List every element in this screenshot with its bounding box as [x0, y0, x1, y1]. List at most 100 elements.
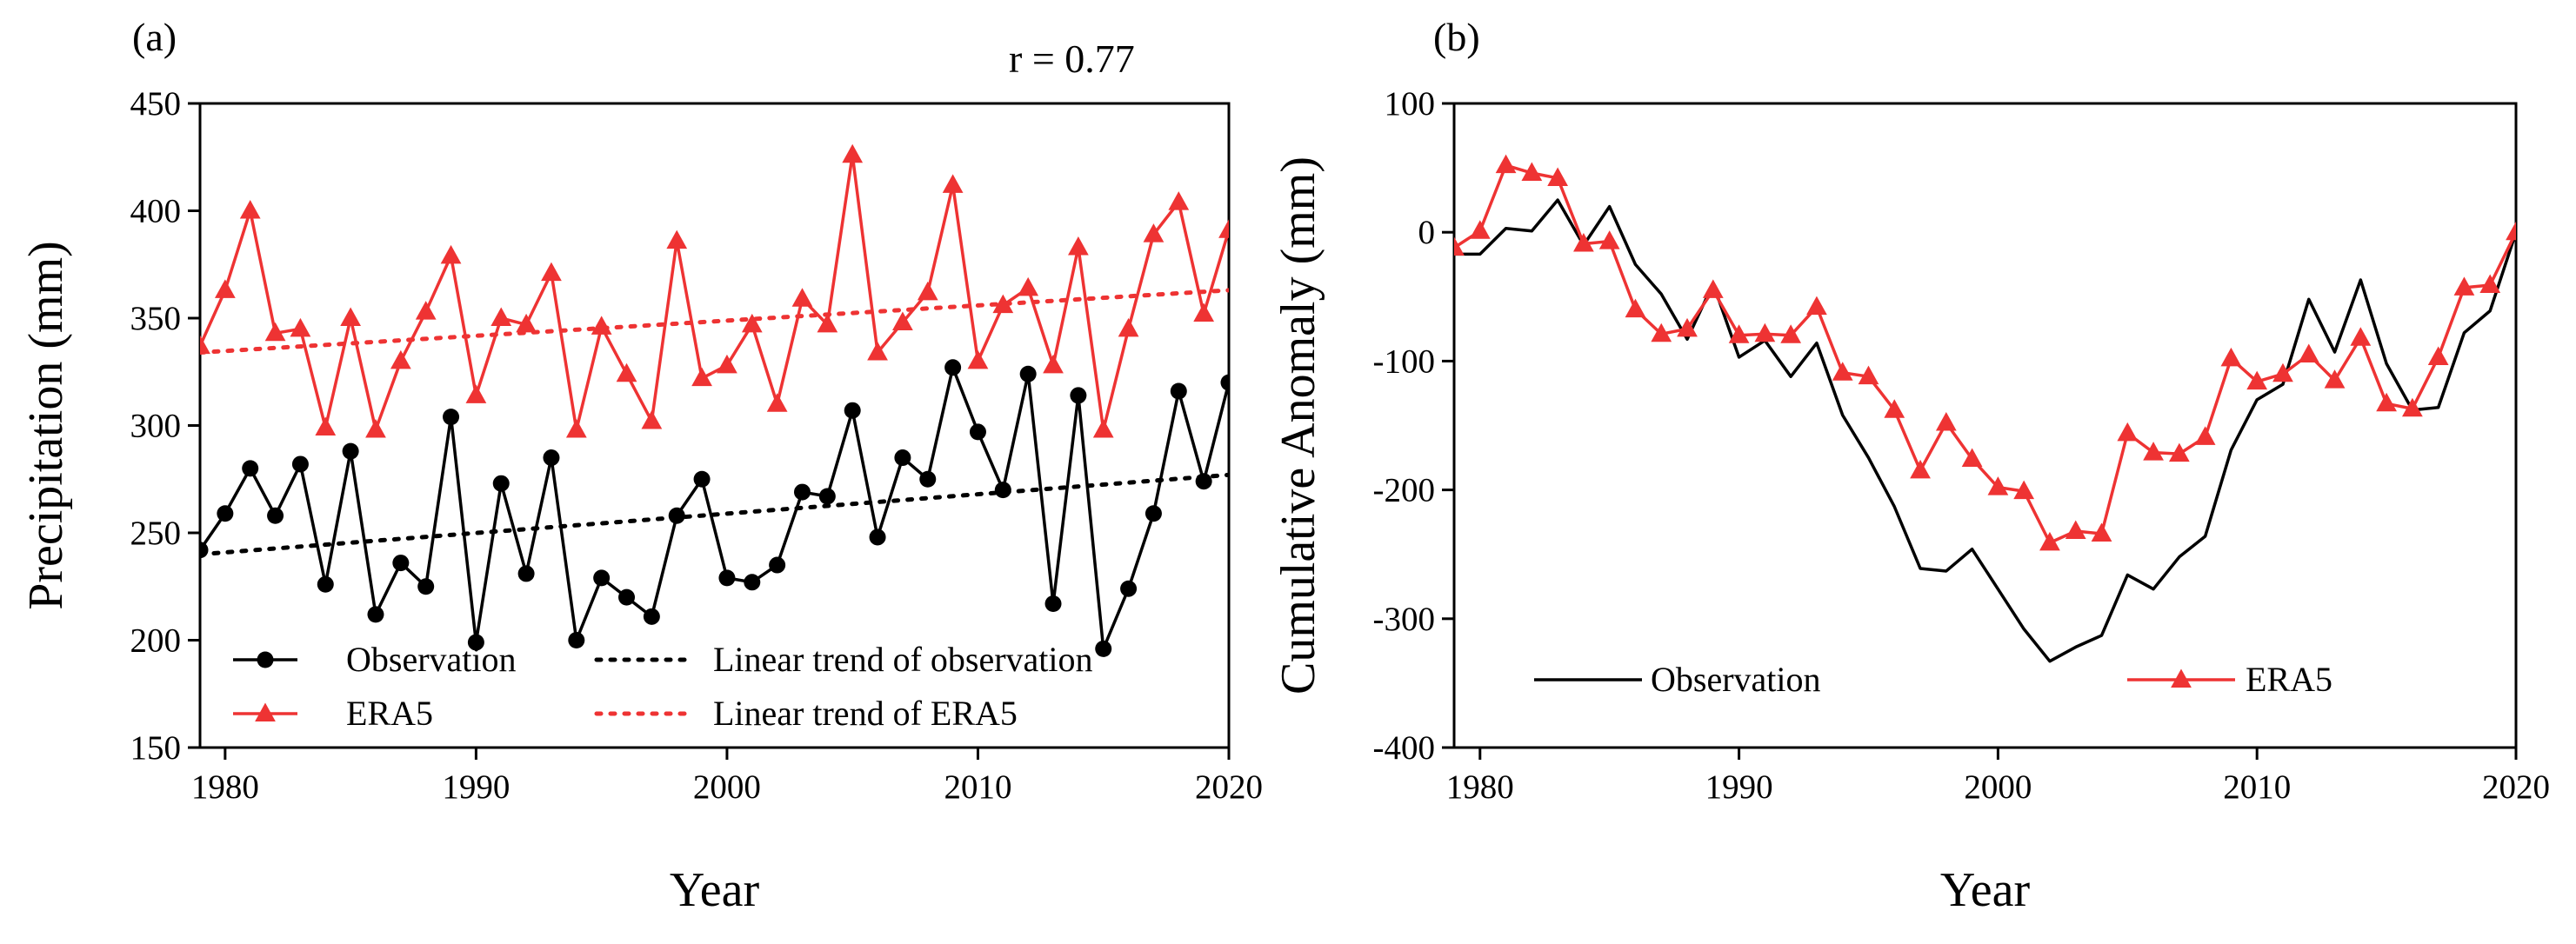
- panel-b-point-era5: [2506, 221, 2516, 241]
- panel-a-point-observation: [492, 475, 510, 492]
- panel-a-point-era5: [591, 316, 612, 335]
- panel-a-point-era5: [1118, 317, 1139, 337]
- panel-b-point-era5: [1521, 162, 1543, 182]
- panel-b-point-era5: [1935, 412, 1957, 431]
- panel-b-point-era5: [2168, 442, 2190, 462]
- panel-a-point-era5: [1143, 223, 1165, 243]
- panel-a-y-tick-label: 400: [130, 193, 182, 230]
- panel-a-point-observation: [969, 423, 986, 441]
- panel-a-plot-area: [200, 143, 1229, 657]
- panel-a-point-era5: [565, 418, 587, 438]
- panel-a-legend: Observation Linear trend of observation ER…: [233, 640, 1093, 733]
- panel-b-point-era5: [1754, 322, 1776, 342]
- panel-b-y-tick-label: 100: [1385, 85, 1436, 123]
- panel-b-point-era5: [2350, 327, 2372, 346]
- panel-b-y-tick-label: -200: [1373, 472, 1436, 509]
- panel-b-point-era5: [2298, 343, 2319, 362]
- panel-a-point-era5: [390, 349, 411, 369]
- panel-a-point-era5: [415, 301, 437, 320]
- panel-a-point-observation: [568, 632, 585, 648]
- panel-a-point-observation: [317, 575, 334, 593]
- panel-a-legend-label: Linear trend of ERA5: [713, 694, 1018, 733]
- panel-a-point-era5: [1168, 191, 1190, 210]
- panel-a-trend-line-1: [200, 288, 1229, 356]
- panel-a-point-era5: [214, 279, 236, 298]
- panel-a-point-observation: [643, 608, 660, 625]
- panel-b-point-era5: [1454, 236, 1465, 256]
- panel-a-point-observation: [1145, 505, 1162, 522]
- panel-a-point-observation: [443, 409, 460, 426]
- panel-a-point-observation: [392, 555, 410, 572]
- panel-a-x-tick-label: 2010: [944, 768, 1011, 806]
- panel-a-series-line-observation: [200, 366, 1229, 651]
- panel-a-point-observation: [217, 505, 234, 522]
- panel-b-x-tick-label: 1980: [1446, 768, 1514, 806]
- panel-a-legend-marker: [257, 651, 274, 668]
- panel-a-point-era5: [741, 313, 763, 333]
- panel-a-point-era5: [892, 311, 913, 330]
- panel-b-point-era5: [1961, 448, 1983, 468]
- panel-a-point-era5: [717, 354, 737, 374]
- panel-b-point-era5: [1677, 317, 1698, 337]
- panel-a-point-observation: [1070, 387, 1087, 404]
- panel-a-point-observation: [291, 455, 309, 473]
- panel-a-legend-label: Linear trend of observation: [713, 640, 1093, 679]
- panel-a-trend-line-0: [200, 472, 1229, 557]
- panel-a-point-observation: [744, 574, 761, 591]
- panel-a-point-era5: [1092, 418, 1114, 438]
- panel-b-point-era5: [1884, 399, 1905, 418]
- panel-a-point-observation: [1095, 640, 1112, 657]
- panel-a-point-observation: [793, 483, 811, 501]
- panel-a-point-era5: [465, 384, 487, 403]
- panel-a-point-era5: [315, 416, 337, 435]
- panel-a-point-observation: [919, 470, 937, 488]
- panel-b-series-line-observation: [1454, 198, 2516, 663]
- panel-a-point-observation: [1170, 382, 1187, 400]
- panel-b-y-tick-label: -400: [1373, 729, 1436, 767]
- panel-b-point-era5: [1573, 233, 1594, 252]
- panel-a-point-observation: [342, 442, 359, 460]
- panel-a-x-tick-label: 2000: [693, 768, 761, 806]
- panel-a-precipitation-chart: 150 200 250 300 350 400 450 1980 1990 2000 2010 202…: [19, 15, 1263, 917]
- panel-a-point-observation: [769, 556, 786, 574]
- panel-b-point-era5: [2065, 520, 2086, 540]
- panel-a-point-era5: [290, 317, 311, 337]
- panel-a-point-era5: [1043, 354, 1064, 374]
- panel-b-label: (b): [1433, 15, 1480, 59]
- panel-b-y-tick-label: -100: [1373, 342, 1436, 380]
- panel-a-legend-label: Observation: [346, 640, 517, 679]
- panel-b-point-era5: [2091, 522, 2112, 542]
- panel-b-series-line-era5: [1454, 163, 2516, 545]
- panel-b-point-era5: [2220, 347, 2242, 367]
- panel-b-x-tick-label: 2000: [1964, 768, 2032, 806]
- panel-a-point-observation: [693, 470, 711, 488]
- panel-a-point-observation: [1019, 365, 1037, 382]
- panel-b-point-era5: [2427, 346, 2449, 365]
- panel-a-point-era5: [867, 342, 888, 361]
- panel-a-point-era5: [842, 143, 864, 163]
- panel-b-point-era5: [1469, 220, 1491, 239]
- panel-a-point-era5: [491, 307, 512, 326]
- panel-a-point-observation: [543, 449, 560, 467]
- panel-b-y-axis-title: Cumulative Anomaly (mm): [1271, 156, 1325, 695]
- panel-b-point-era5: [1806, 296, 1827, 316]
- panel-a-point-era5: [340, 307, 361, 326]
- panel-b-point-era5: [1780, 324, 1802, 343]
- panel-b-point-era5: [2376, 392, 2397, 412]
- panel-b-x-tick-label: 2010: [2223, 768, 2291, 806]
- panel-a-point-era5: [942, 174, 964, 193]
- panel-a-x-tick-label: 1980: [191, 768, 259, 806]
- panel-a-point-era5: [616, 362, 637, 382]
- panel-a-point-era5: [917, 281, 938, 301]
- panel-b-point-era5: [1651, 322, 1672, 342]
- panel-a-point-observation: [818, 488, 836, 505]
- panel-a-point-observation: [618, 588, 636, 606]
- panel-b-point-era5: [1598, 230, 1620, 249]
- panel-a-point-era5: [641, 410, 663, 429]
- panel-a-series-line-era5: [200, 153, 1229, 432]
- panel-b-point-era5: [2402, 397, 2423, 417]
- panel-a-point-observation: [267, 507, 284, 524]
- panel-a-y-tick-label: 300: [130, 408, 182, 445]
- panel-b-point-era5: [1910, 459, 1931, 479]
